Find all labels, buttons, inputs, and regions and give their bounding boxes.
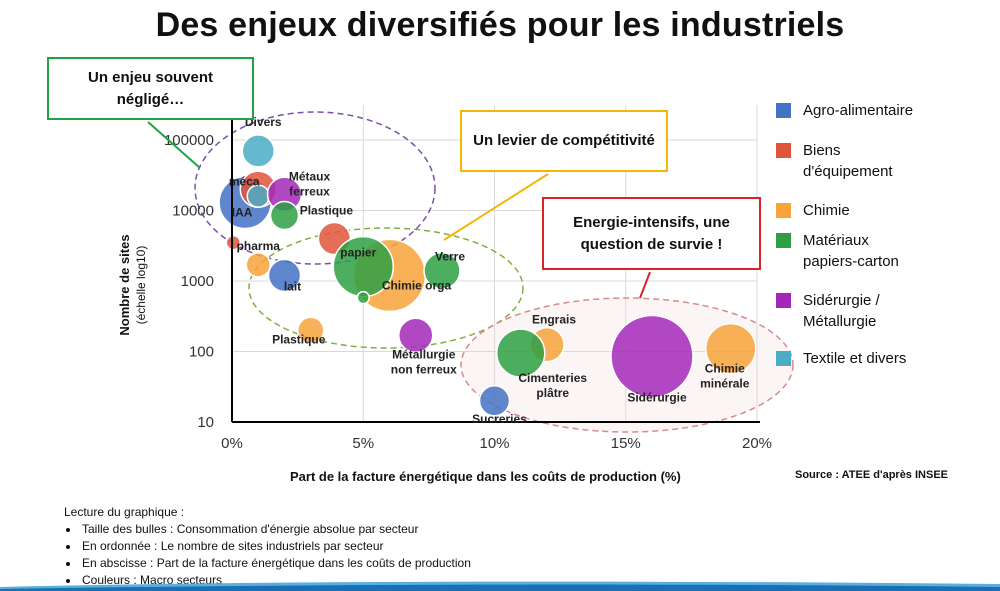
cluster-ellipse-neglected: [194, 111, 436, 265]
legend-item: Textile et divers: [776, 348, 906, 369]
bubble: [610, 314, 694, 399]
legend-label: Biens d'équipement: [803, 142, 893, 180]
legend-swatch: [776, 293, 791, 308]
y-tick-label: 10: [197, 414, 214, 431]
footer-wave-decoration: [0, 581, 1000, 591]
x-tick-label: 10%: [479, 435, 509, 452]
bubble-label: Engrais: [532, 313, 576, 327]
bubble-label: lait: [284, 279, 301, 293]
legend-label: Chimie: [803, 202, 850, 219]
bubble-label: pharma: [237, 239, 281, 253]
legend-item: Biens d'équipement: [776, 140, 893, 182]
bubble: [423, 251, 461, 290]
reading-heading: Lecture du graphique :: [64, 505, 185, 519]
y-tick-label: 10000: [172, 203, 214, 220]
bubble-label: Chimie minérale: [700, 362, 750, 391]
x-tick-label: 20%: [742, 435, 772, 452]
legend-label: Sidérurgie / Métallurgie: [803, 292, 880, 330]
legend-swatch: [776, 351, 791, 366]
chart-bubble-labels: IAA méca Divers Métaux ferreux pharma lait Plas…: [229, 115, 750, 426]
bubble-label: Sucreries: [472, 412, 527, 426]
bubble: [246, 184, 270, 208]
callout-connector-red: [639, 271, 651, 299]
legend-item: Matériaux papiers-carton: [776, 230, 899, 272]
y-tick-label: 100: [189, 344, 214, 361]
legend-label: Matériaux papiers-carton: [803, 232, 899, 270]
bubble-label: papier: [340, 246, 376, 260]
legend-swatch: [776, 203, 791, 218]
bubble: [225, 234, 242, 251]
legend-item: Chimie: [776, 200, 850, 221]
legend-item: Agro-alimentaire: [776, 100, 913, 121]
x-tick-label: 0%: [221, 435, 243, 452]
bubble: [241, 134, 275, 168]
chart-ticks: 0% 5% 10% 15% 20% 10 100 1000 10000 100000: [164, 132, 772, 452]
bubble-label: Métaux ferreux: [289, 169, 331, 198]
bubble-label: Plastique: [300, 204, 354, 218]
callout-competitiveness: Un levier de compétitivité: [460, 110, 668, 172]
x-axis-label: Part de la facture énergétique dans les …: [290, 469, 681, 484]
legend-label: Textile et divers: [803, 350, 907, 367]
x-tick-label: 15%: [611, 435, 641, 452]
callout-connector-yellow: [443, 173, 549, 241]
legend-swatch: [776, 103, 791, 118]
callout-survival: Energie-intensifs, une question de survi…: [542, 197, 761, 270]
bubble: [398, 317, 434, 354]
bubble: [297, 316, 325, 345]
reading-item: En abscisse : Part de la facture énergét…: [80, 555, 471, 572]
cluster-ellipse-competitiveness: [248, 227, 524, 349]
chart-bubbles: [218, 134, 757, 417]
page-title: Des enjeux diversifiés pour les industri…: [155, 6, 845, 44]
bubble-label: Cimenteries plâtre: [518, 371, 587, 400]
bubble-label: Plastique: [272, 332, 326, 346]
callout-neglected: Un enjeu souvent négligé…: [47, 57, 254, 120]
bubble-label: Divers: [245, 115, 282, 129]
bubble-label: Verre: [435, 250, 465, 264]
callout-connectors: [147, 121, 651, 299]
x-tick-label: 5%: [352, 435, 374, 452]
bubble-label: méca: [229, 174, 260, 188]
y-axis-sublabel: (échelle log10): [134, 246, 148, 325]
bubble: [269, 200, 300, 231]
y-tick-label: 1000: [181, 273, 214, 290]
bubble-label: Sidérurgie: [627, 390, 687, 404]
reading-item: En ordonnée : Le nombre de sites industr…: [80, 538, 471, 555]
callout-connector-green: [147, 121, 201, 169]
bubble: [267, 258, 302, 293]
chart-reading-notes: Lecture du graphique : Taille des bulles…: [64, 504, 471, 589]
bubble: [705, 322, 757, 375]
bubble: [356, 290, 370, 305]
bubble: [496, 328, 546, 378]
legend-label: Agro-alimentaire: [803, 102, 914, 119]
legend-swatch: [776, 233, 791, 248]
bubble-label: IAA: [232, 205, 253, 219]
legend-item: Sidérurgie / Métallurgie: [776, 290, 880, 332]
reading-item: Couleurs : Macro secteurs: [80, 572, 471, 589]
reading-item: Taille des bulles : Consommation d'énerg…: [80, 521, 471, 538]
bubble: [245, 252, 271, 278]
bubble-label: Métallurgie non ferreux: [391, 347, 457, 376]
y-tick-label: 100000: [164, 132, 214, 149]
bubble: [478, 385, 511, 417]
y-axis-label: Nombre de sites: [117, 234, 132, 335]
bubble-label: Chimie orga: [382, 278, 452, 292]
legend-swatch: [776, 143, 791, 158]
chart-axes: [231, 105, 760, 423]
source-note: Source : ATEE d'après INSEE: [795, 469, 948, 481]
